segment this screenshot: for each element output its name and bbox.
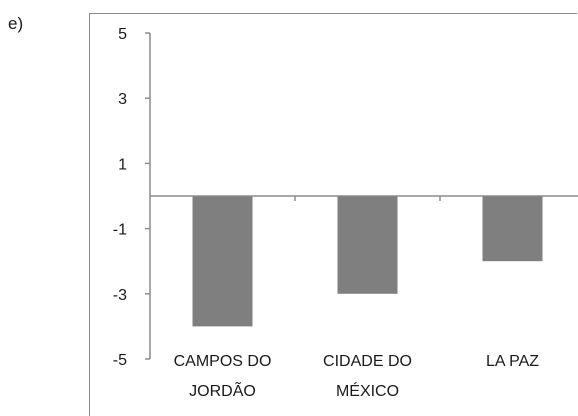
chart-frame — [89, 13, 577, 416]
category-label: JORDÃO — [189, 380, 256, 400]
y-tick-label: 3 — [118, 91, 127, 108]
y-tick-label: 5 — [118, 26, 127, 43]
bar — [337, 196, 398, 294]
y-tick-label: -3 — [113, 287, 127, 304]
category-label: LA PAZ — [486, 353, 539, 370]
y-tick-label: -1 — [113, 222, 127, 239]
y-tick-label: -5 — [113, 352, 127, 369]
question-label: e) — [8, 14, 24, 33]
bar — [482, 196, 543, 262]
bar — [192, 196, 253, 327]
category-label: MÉXICO — [336, 381, 399, 400]
category-label: CIDADE DO — [323, 353, 412, 370]
category-label: CAMPOS DO — [174, 353, 272, 370]
y-tick-label: 1 — [118, 156, 127, 173]
